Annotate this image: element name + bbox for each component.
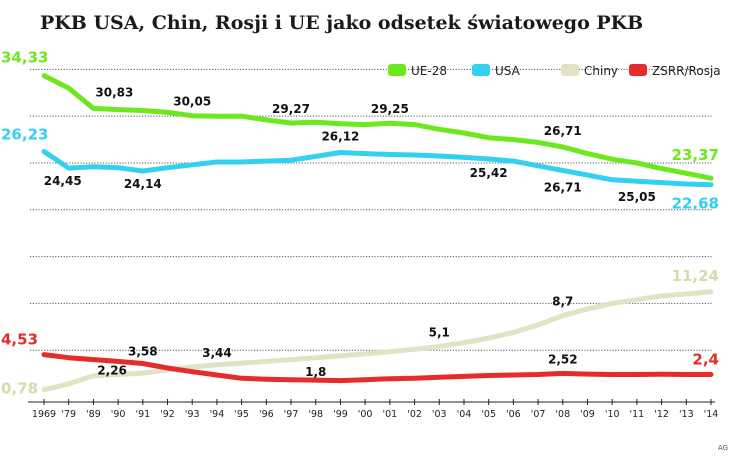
data-label: 23,37 (672, 146, 719, 164)
legend-label: Chiny (584, 64, 618, 78)
x-axis: 1969 '79 '89 '90 '91 '92 '93 '94 '95 '96 '97 '98 '99… (28, 399, 718, 420)
data-label: 2,52 (548, 352, 578, 366)
x-tick-label: '11 (630, 409, 645, 420)
series-line-chiny (41, 289, 714, 393)
legend: UE-28 USA Chiny ZSRR/Rosja (388, 64, 721, 78)
x-tick-label: '01 (383, 409, 398, 420)
x-tick-label: '00 (358, 409, 373, 420)
data-label: 3,58 (128, 344, 158, 358)
x-tick-label: '13 (679, 409, 694, 420)
data-label: 34,33 (1, 49, 48, 67)
data-label: 5,1 (429, 325, 450, 339)
data-label: 26,23 (1, 125, 48, 143)
data-label: 26,71 (544, 180, 582, 194)
series-lines (41, 73, 714, 393)
credit-text: AG (718, 444, 728, 452)
gridlines (30, 68, 713, 351)
x-tick-label: '03 (432, 409, 447, 420)
x-tick-label: '96 (259, 409, 274, 420)
data-label: 29,25 (371, 102, 409, 116)
data-label: 24,14 (124, 177, 162, 191)
legend-label: USA (495, 64, 521, 78)
data-label: 22,68 (672, 195, 719, 213)
data-label: 8,7 (552, 295, 573, 309)
legend-swatch (388, 64, 406, 76)
x-tick-label: '10 (605, 409, 620, 420)
x-tick-label: '89 (86, 409, 101, 420)
data-label: 30,05 (173, 95, 211, 109)
x-tick-label: '79 (61, 409, 76, 420)
x-tick-label: '14 (704, 409, 719, 420)
data-label: 26,71 (544, 124, 582, 138)
x-tick-label: '04 (457, 409, 472, 420)
x-tick-label: '12 (654, 409, 669, 420)
series-line-zsrr-rosja (41, 352, 714, 384)
x-tick-label: '90 (111, 409, 126, 420)
legend-swatch (561, 64, 579, 76)
x-tick-label: '07 (531, 409, 546, 420)
x-tick-label: '06 (506, 409, 521, 420)
data-label: 30,83 (95, 85, 133, 99)
data-label: 24,45 (44, 174, 82, 188)
x-tick-label: '99 (333, 409, 348, 420)
data-label: 0,78 (1, 380, 38, 398)
x-tick-label: '97 (284, 409, 299, 420)
data-label: 25,05 (618, 190, 656, 204)
data-label: 26,12 (321, 129, 359, 143)
x-tick-label: '91 (135, 409, 150, 420)
x-tick-label: '92 (160, 409, 175, 420)
x-tick-label: '08 (555, 409, 570, 420)
data-label: 3,44 (202, 346, 232, 360)
chart-title: PKB USA, Chin, Rosji i UE jako odsetek ś… (40, 12, 643, 34)
data-label: 2,26 (97, 364, 127, 378)
x-tick-label: '93 (185, 409, 200, 420)
series-line-ue-28 (41, 73, 714, 181)
data-label: 1,8 (305, 365, 326, 379)
legend-swatch (472, 64, 490, 76)
x-tick-label: '02 (407, 409, 422, 420)
legend-label: ZSRR/Rosja (652, 64, 721, 78)
x-tick-label: '94 (210, 409, 225, 420)
series-line-usa (41, 149, 714, 188)
data-label: 4,53 (1, 331, 38, 349)
x-tick-label: 1969 (32, 409, 56, 420)
data-label: 25,42 (470, 166, 508, 180)
data-label: 2,4 (692, 351, 719, 369)
data-label: 29,27 (272, 102, 310, 116)
legend-label: UE-28 (411, 64, 447, 78)
data-labels: 34,33 30,83 30,05 29,27 29,25 26,71 23,37 26,23… (1, 49, 719, 398)
data-label: 11,24 (672, 267, 719, 285)
legend-swatch (629, 64, 647, 76)
x-tick-label: '98 (308, 409, 323, 420)
x-tick-label: '05 (481, 409, 496, 420)
x-tick-label: '95 (234, 409, 249, 420)
x-tick-label: '09 (580, 409, 595, 420)
